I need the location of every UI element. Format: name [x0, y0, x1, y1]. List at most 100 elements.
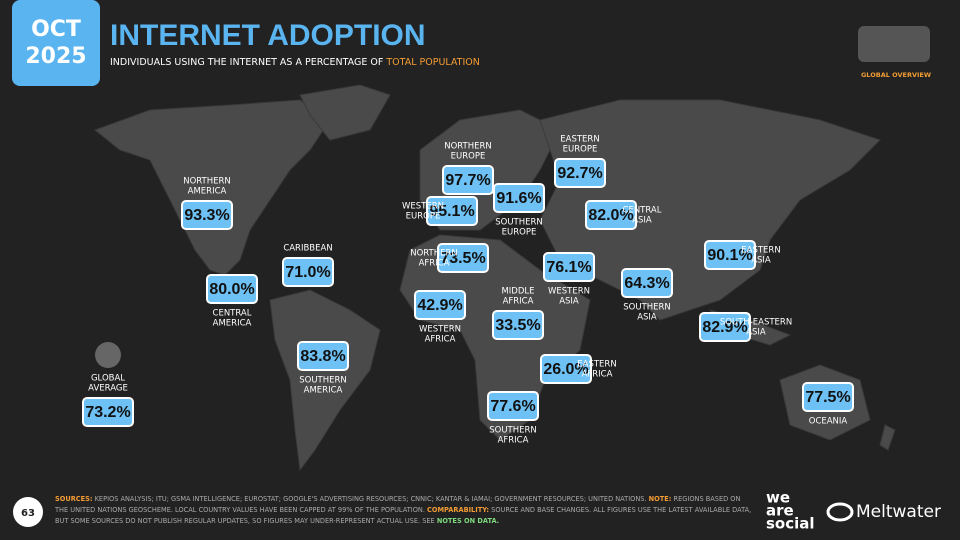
region-label: SOUTH-EASTERN	[720, 318, 792, 328]
brand-2: Meltwater	[856, 502, 941, 522]
region-label: ASIA	[751, 256, 771, 266]
value-box	[181, 200, 233, 230]
value: 97.7%	[445, 172, 490, 189]
region-label: EUROPE	[406, 212, 441, 222]
value: 77.5%	[805, 389, 850, 406]
footer-notes: SOURCES: KEPIOS ANALYSIS; ITU; GSMA INTE…	[54, 495, 751, 525]
subtitle: INDIVIDUALS USING THE INTERNET AS A PERC…	[110, 57, 480, 68]
value: 73.2%	[85, 404, 130, 421]
value-box	[554, 158, 606, 188]
value: 91.6%	[496, 190, 541, 207]
region-label: AMERICA	[304, 386, 343, 396]
region-label: NORTHERN	[183, 177, 231, 187]
value: 82.9%	[702, 319, 747, 336]
footer-line: THE UNITED NATIONS GEOSCHEME. LOCAL COUN…	[54, 506, 751, 514]
north-america	[93, 99, 331, 276]
value-box	[442, 165, 494, 195]
region-label: AFRICA	[425, 335, 456, 345]
value: 93.3%	[184, 207, 229, 224]
region-label: OCEANIA	[809, 417, 848, 427]
region-label: EASTERN	[560, 135, 599, 145]
footer-segment: SOURCES:	[55, 495, 93, 503]
meltwater-icon	[826, 502, 854, 522]
region-label: EASTERN	[741, 246, 780, 256]
value: 92.7%	[557, 165, 602, 182]
section-label: GLOBAL OVERVIEW	[861, 71, 931, 79]
region-label: AFRICA	[582, 370, 613, 380]
globe-icon	[95, 342, 121, 368]
value-box	[492, 310, 544, 340]
value-box	[487, 391, 539, 421]
region-label: EUROPE	[451, 152, 486, 162]
brand-line: we	[766, 489, 790, 507]
region-label: AFRICA	[419, 259, 450, 269]
regions: 93.3%NORTHERNAMERICA80.0%CENTRALAMERICA7…	[82, 135, 854, 446]
month: OCT	[31, 17, 81, 42]
value: 33.5%	[495, 317, 540, 334]
region-label: EASTERN	[577, 360, 616, 370]
footer-line: SOURCES: KEPIOS ANALYSIS; ITU; GSMA INTE…	[55, 495, 740, 503]
region-label: ASIA	[637, 313, 657, 323]
footer-segment: NOTES ON DATA.	[437, 517, 499, 525]
value-box	[414, 290, 466, 320]
region-label: SOUTHERN	[489, 426, 537, 436]
region-label: EUROPE	[563, 145, 598, 155]
date-badge	[12, 0, 100, 86]
value-box	[621, 268, 673, 298]
region-label: GLOBAL	[91, 374, 125, 384]
value: 90.1%	[707, 247, 752, 264]
value-box	[82, 397, 134, 427]
footer-segment: COMPARABILITY:	[427, 506, 489, 514]
region-label: WESTERN	[402, 202, 444, 212]
value: 95.1%	[429, 203, 474, 220]
region-label: WESTERN	[548, 287, 590, 297]
title: INTERNET ADOPTION	[110, 19, 426, 52]
footer-segment: SOURCE AND BASE CHANGES. ALL FIGURES USE…	[489, 506, 751, 514]
region-label: AMERICA	[188, 187, 227, 197]
value-box	[802, 382, 854, 412]
region-label: CENTRAL	[213, 309, 252, 319]
value-box	[704, 240, 756, 270]
south-america	[269, 289, 381, 472]
region-label: SOUTHERN	[495, 218, 543, 228]
subtitle-text: INDIVIDUALS USING THE INTERNET AS A PERC…	[110, 57, 383, 68]
year: 2025	[25, 44, 86, 69]
region: 71.0% CARIBBEAN	[282, 244, 334, 287]
region: 77.5% OCEANIA	[802, 382, 854, 427]
region-label: EUROPE	[502, 228, 537, 238]
value-box	[585, 200, 637, 230]
region-label: MIDDLE	[501, 287, 534, 297]
mini-map	[858, 26, 930, 62]
value: 42.9%	[417, 297, 462, 314]
region-label: AFRICA	[503, 297, 534, 307]
value: 76.1%	[546, 259, 591, 276]
region-label: SOUTHERN	[623, 303, 671, 313]
region-label: NORTHERN	[444, 142, 492, 152]
value-box	[493, 183, 545, 213]
value-box	[297, 341, 349, 371]
footer-segment: REGIONS BASED ON	[671, 495, 740, 503]
region-label: CARIBBEAN	[283, 244, 332, 254]
value: 77.6%	[490, 398, 535, 415]
region-label: ASIA	[559, 297, 579, 307]
value-box	[540, 354, 592, 384]
value-box	[543, 252, 595, 282]
value-box	[282, 257, 334, 287]
value-box	[437, 243, 489, 273]
value: 82.0%	[588, 207, 633, 224]
region-label: ASIA	[746, 328, 766, 338]
region-label: NORTHERN	[410, 249, 458, 259]
